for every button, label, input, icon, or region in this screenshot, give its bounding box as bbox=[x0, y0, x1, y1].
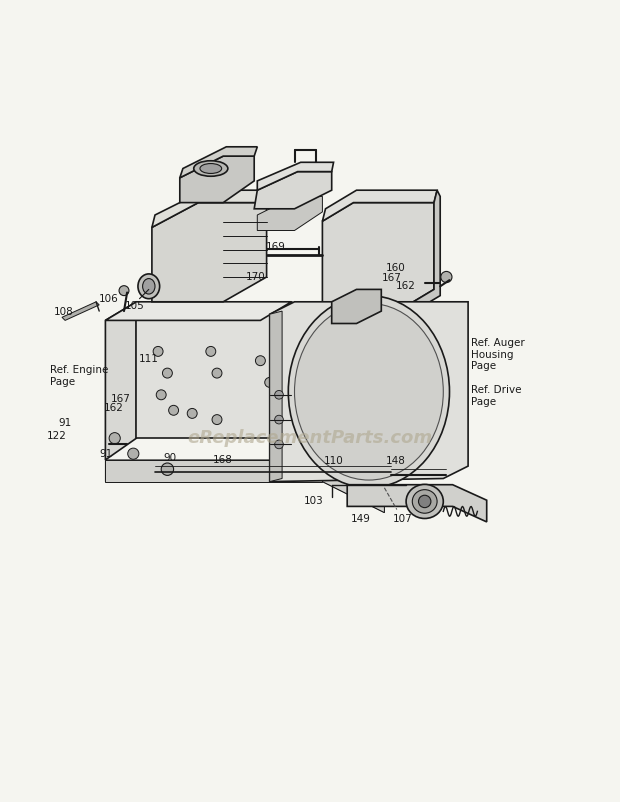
Polygon shape bbox=[270, 302, 468, 481]
Polygon shape bbox=[257, 196, 322, 230]
Circle shape bbox=[187, 408, 197, 419]
Circle shape bbox=[153, 346, 163, 356]
Polygon shape bbox=[257, 162, 334, 190]
Text: 169: 169 bbox=[266, 242, 286, 253]
Polygon shape bbox=[105, 460, 322, 481]
Polygon shape bbox=[62, 302, 99, 321]
Polygon shape bbox=[291, 438, 384, 512]
Circle shape bbox=[119, 286, 129, 296]
Circle shape bbox=[441, 271, 452, 282]
Circle shape bbox=[212, 368, 222, 378]
Polygon shape bbox=[152, 203, 267, 302]
Circle shape bbox=[128, 448, 139, 460]
Circle shape bbox=[275, 391, 283, 399]
Text: Ref. Drive
Page: Ref. Drive Page bbox=[471, 385, 521, 407]
Polygon shape bbox=[105, 460, 384, 512]
Text: Ref. Engine
Page: Ref. Engine Page bbox=[50, 366, 108, 387]
Circle shape bbox=[161, 463, 174, 476]
Text: 122: 122 bbox=[47, 431, 67, 441]
Text: 107: 107 bbox=[393, 514, 413, 524]
Polygon shape bbox=[270, 311, 282, 481]
Ellipse shape bbox=[200, 164, 222, 173]
Circle shape bbox=[206, 346, 216, 356]
Circle shape bbox=[296, 384, 305, 393]
Text: 106: 106 bbox=[99, 294, 118, 304]
Circle shape bbox=[212, 415, 222, 424]
Polygon shape bbox=[152, 190, 273, 228]
Text: 148: 148 bbox=[386, 456, 405, 466]
Polygon shape bbox=[105, 302, 291, 321]
Circle shape bbox=[275, 415, 283, 424]
Text: 149: 149 bbox=[351, 514, 371, 524]
Circle shape bbox=[296, 409, 305, 418]
Polygon shape bbox=[403, 190, 440, 314]
Circle shape bbox=[162, 368, 172, 378]
Polygon shape bbox=[180, 156, 254, 203]
Text: 162: 162 bbox=[396, 282, 415, 291]
Text: 108: 108 bbox=[53, 307, 73, 318]
Text: 91: 91 bbox=[58, 418, 71, 427]
Circle shape bbox=[275, 440, 283, 449]
Polygon shape bbox=[136, 302, 291, 438]
Ellipse shape bbox=[143, 278, 155, 294]
Polygon shape bbox=[347, 484, 487, 522]
Ellipse shape bbox=[294, 303, 443, 480]
Text: 105: 105 bbox=[125, 301, 145, 310]
Text: 167: 167 bbox=[382, 273, 402, 283]
Ellipse shape bbox=[412, 490, 437, 513]
Text: Ref. Auger
Housing
Page: Ref. Auger Housing Page bbox=[471, 338, 525, 371]
Circle shape bbox=[255, 356, 265, 366]
Polygon shape bbox=[291, 302, 322, 454]
Text: 160: 160 bbox=[386, 263, 405, 273]
Ellipse shape bbox=[406, 484, 443, 518]
Ellipse shape bbox=[138, 274, 159, 298]
Polygon shape bbox=[322, 203, 434, 308]
Circle shape bbox=[169, 405, 179, 415]
Text: 90: 90 bbox=[164, 453, 177, 463]
Circle shape bbox=[109, 432, 120, 444]
Text: 170: 170 bbox=[246, 272, 265, 282]
Polygon shape bbox=[332, 290, 381, 323]
Polygon shape bbox=[322, 190, 437, 221]
Circle shape bbox=[418, 496, 431, 508]
Polygon shape bbox=[180, 147, 257, 178]
Text: eReplacementParts.com: eReplacementParts.com bbox=[187, 429, 433, 448]
Text: 110: 110 bbox=[324, 456, 343, 466]
Polygon shape bbox=[105, 302, 136, 460]
Text: 103: 103 bbox=[304, 496, 324, 506]
Text: 162: 162 bbox=[104, 403, 124, 414]
Text: 167: 167 bbox=[110, 394, 130, 403]
Text: 168: 168 bbox=[213, 455, 233, 465]
Circle shape bbox=[265, 378, 275, 387]
Text: 111: 111 bbox=[139, 354, 159, 364]
Polygon shape bbox=[254, 172, 332, 209]
Ellipse shape bbox=[193, 160, 228, 176]
Ellipse shape bbox=[288, 296, 450, 488]
Circle shape bbox=[156, 390, 166, 399]
Circle shape bbox=[296, 359, 305, 368]
Text: 91: 91 bbox=[99, 448, 112, 459]
